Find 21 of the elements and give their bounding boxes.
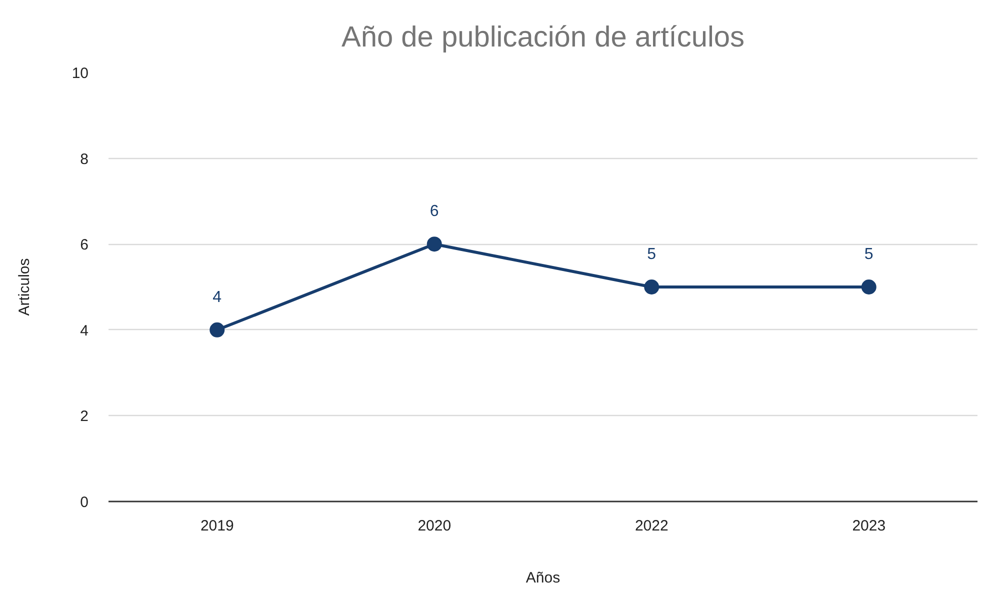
- x-tick-label: 2022: [634, 518, 668, 534]
- point: [426, 236, 442, 252]
- data-label: 5: [647, 246, 656, 263]
- point: [210, 322, 225, 338]
- y-tick-label: 4: [80, 322, 88, 340]
- y-tick-label: 0: [80, 494, 88, 511]
- y-tick-label: 10: [72, 65, 89, 82]
- y-tick-label: 6: [80, 236, 88, 254]
- x-tick-label: 2019: [200, 518, 234, 534]
- chart-title: Año de publicación de artículos: [341, 22, 745, 54]
- y-axis-title: Articulos: [16, 258, 33, 316]
- x-axis-title: Años: [526, 570, 560, 586]
- point: [861, 280, 876, 294]
- point: [644, 280, 660, 294]
- data-label: 6: [430, 203, 439, 220]
- y-tick-label: 8: [80, 150, 88, 168]
- data-label: 5: [864, 246, 874, 263]
- x-tick-label: 2020: [418, 518, 452, 534]
- data-label: 4: [212, 288, 222, 306]
- y-tick-label: 2: [80, 408, 88, 426]
- x-tick-label: 2023: [852, 518, 886, 534]
